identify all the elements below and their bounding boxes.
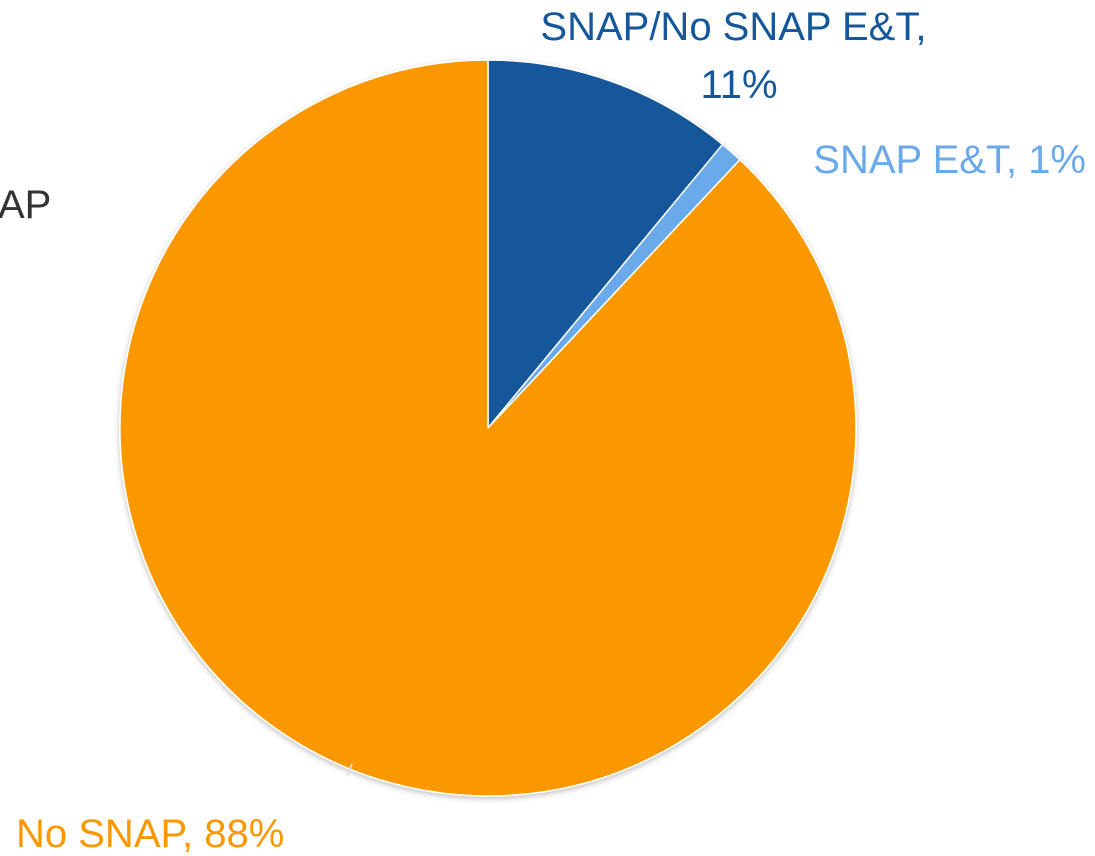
clipped-label-fragment: AP <box>0 183 51 227</box>
data-label-snap-no-snap-et: SNAP/No SNAP E&T, 11% <box>540 5 937 107</box>
data-label-no-snap: No SNAP, 88% <box>16 812 284 856</box>
slice-no-snap <box>119 59 857 797</box>
label-value: 1% <box>1028 138 1086 182</box>
leader-line <box>346 763 353 777</box>
label-value: 88% <box>204 812 284 856</box>
label-name: SNAP/No SNAP E&T <box>540 5 919 49</box>
data-label-snap-et: SNAP E&T, 1% <box>813 138 1086 182</box>
label-name: No SNAP <box>16 812 185 856</box>
pie-slices <box>119 59 857 797</box>
label-name: SNAP E&T <box>813 138 1010 182</box>
slice-snap-no-snap-et <box>487 59 724 429</box>
label-value: 11% <box>700 63 777 107</box>
